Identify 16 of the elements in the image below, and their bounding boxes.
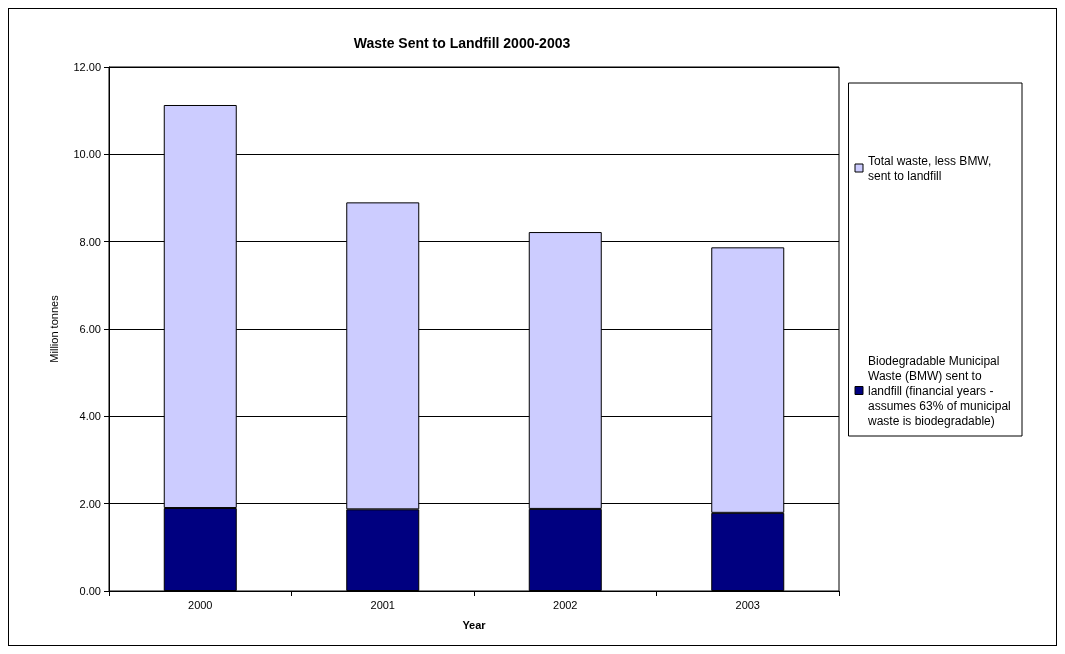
y-tick-label: 0.00 xyxy=(79,585,101,597)
y-tick-label: 8.00 xyxy=(79,235,101,248)
x-tick-label: 2002 xyxy=(553,598,578,611)
y-tick-label: 2.00 xyxy=(79,497,101,510)
y-axis-title: Million tonnes xyxy=(47,294,60,363)
x-tick-label: 2001 xyxy=(370,598,395,611)
x-tick-label: 2003 xyxy=(735,598,760,611)
y-tick-label: 6.00 xyxy=(79,323,101,335)
y-tick-label: 10.00 xyxy=(73,148,101,161)
y-tick-label: 4.00 xyxy=(79,410,101,423)
chart-title: Waste Sent to Landfill 2000-2003 xyxy=(353,35,571,51)
x-axis-title: Year xyxy=(462,618,487,631)
y-tick-label: 12.00 xyxy=(73,61,101,73)
legend-label: Total waste, less BMW, sent to landfill xyxy=(868,153,995,183)
x-tick-label: 2000 xyxy=(188,598,213,611)
legend-label: Biodegradable Municipal Waste (BMW) sent to landfill (financial years - assumes 63% of municipal waste is biodegradable) xyxy=(867,353,1015,428)
